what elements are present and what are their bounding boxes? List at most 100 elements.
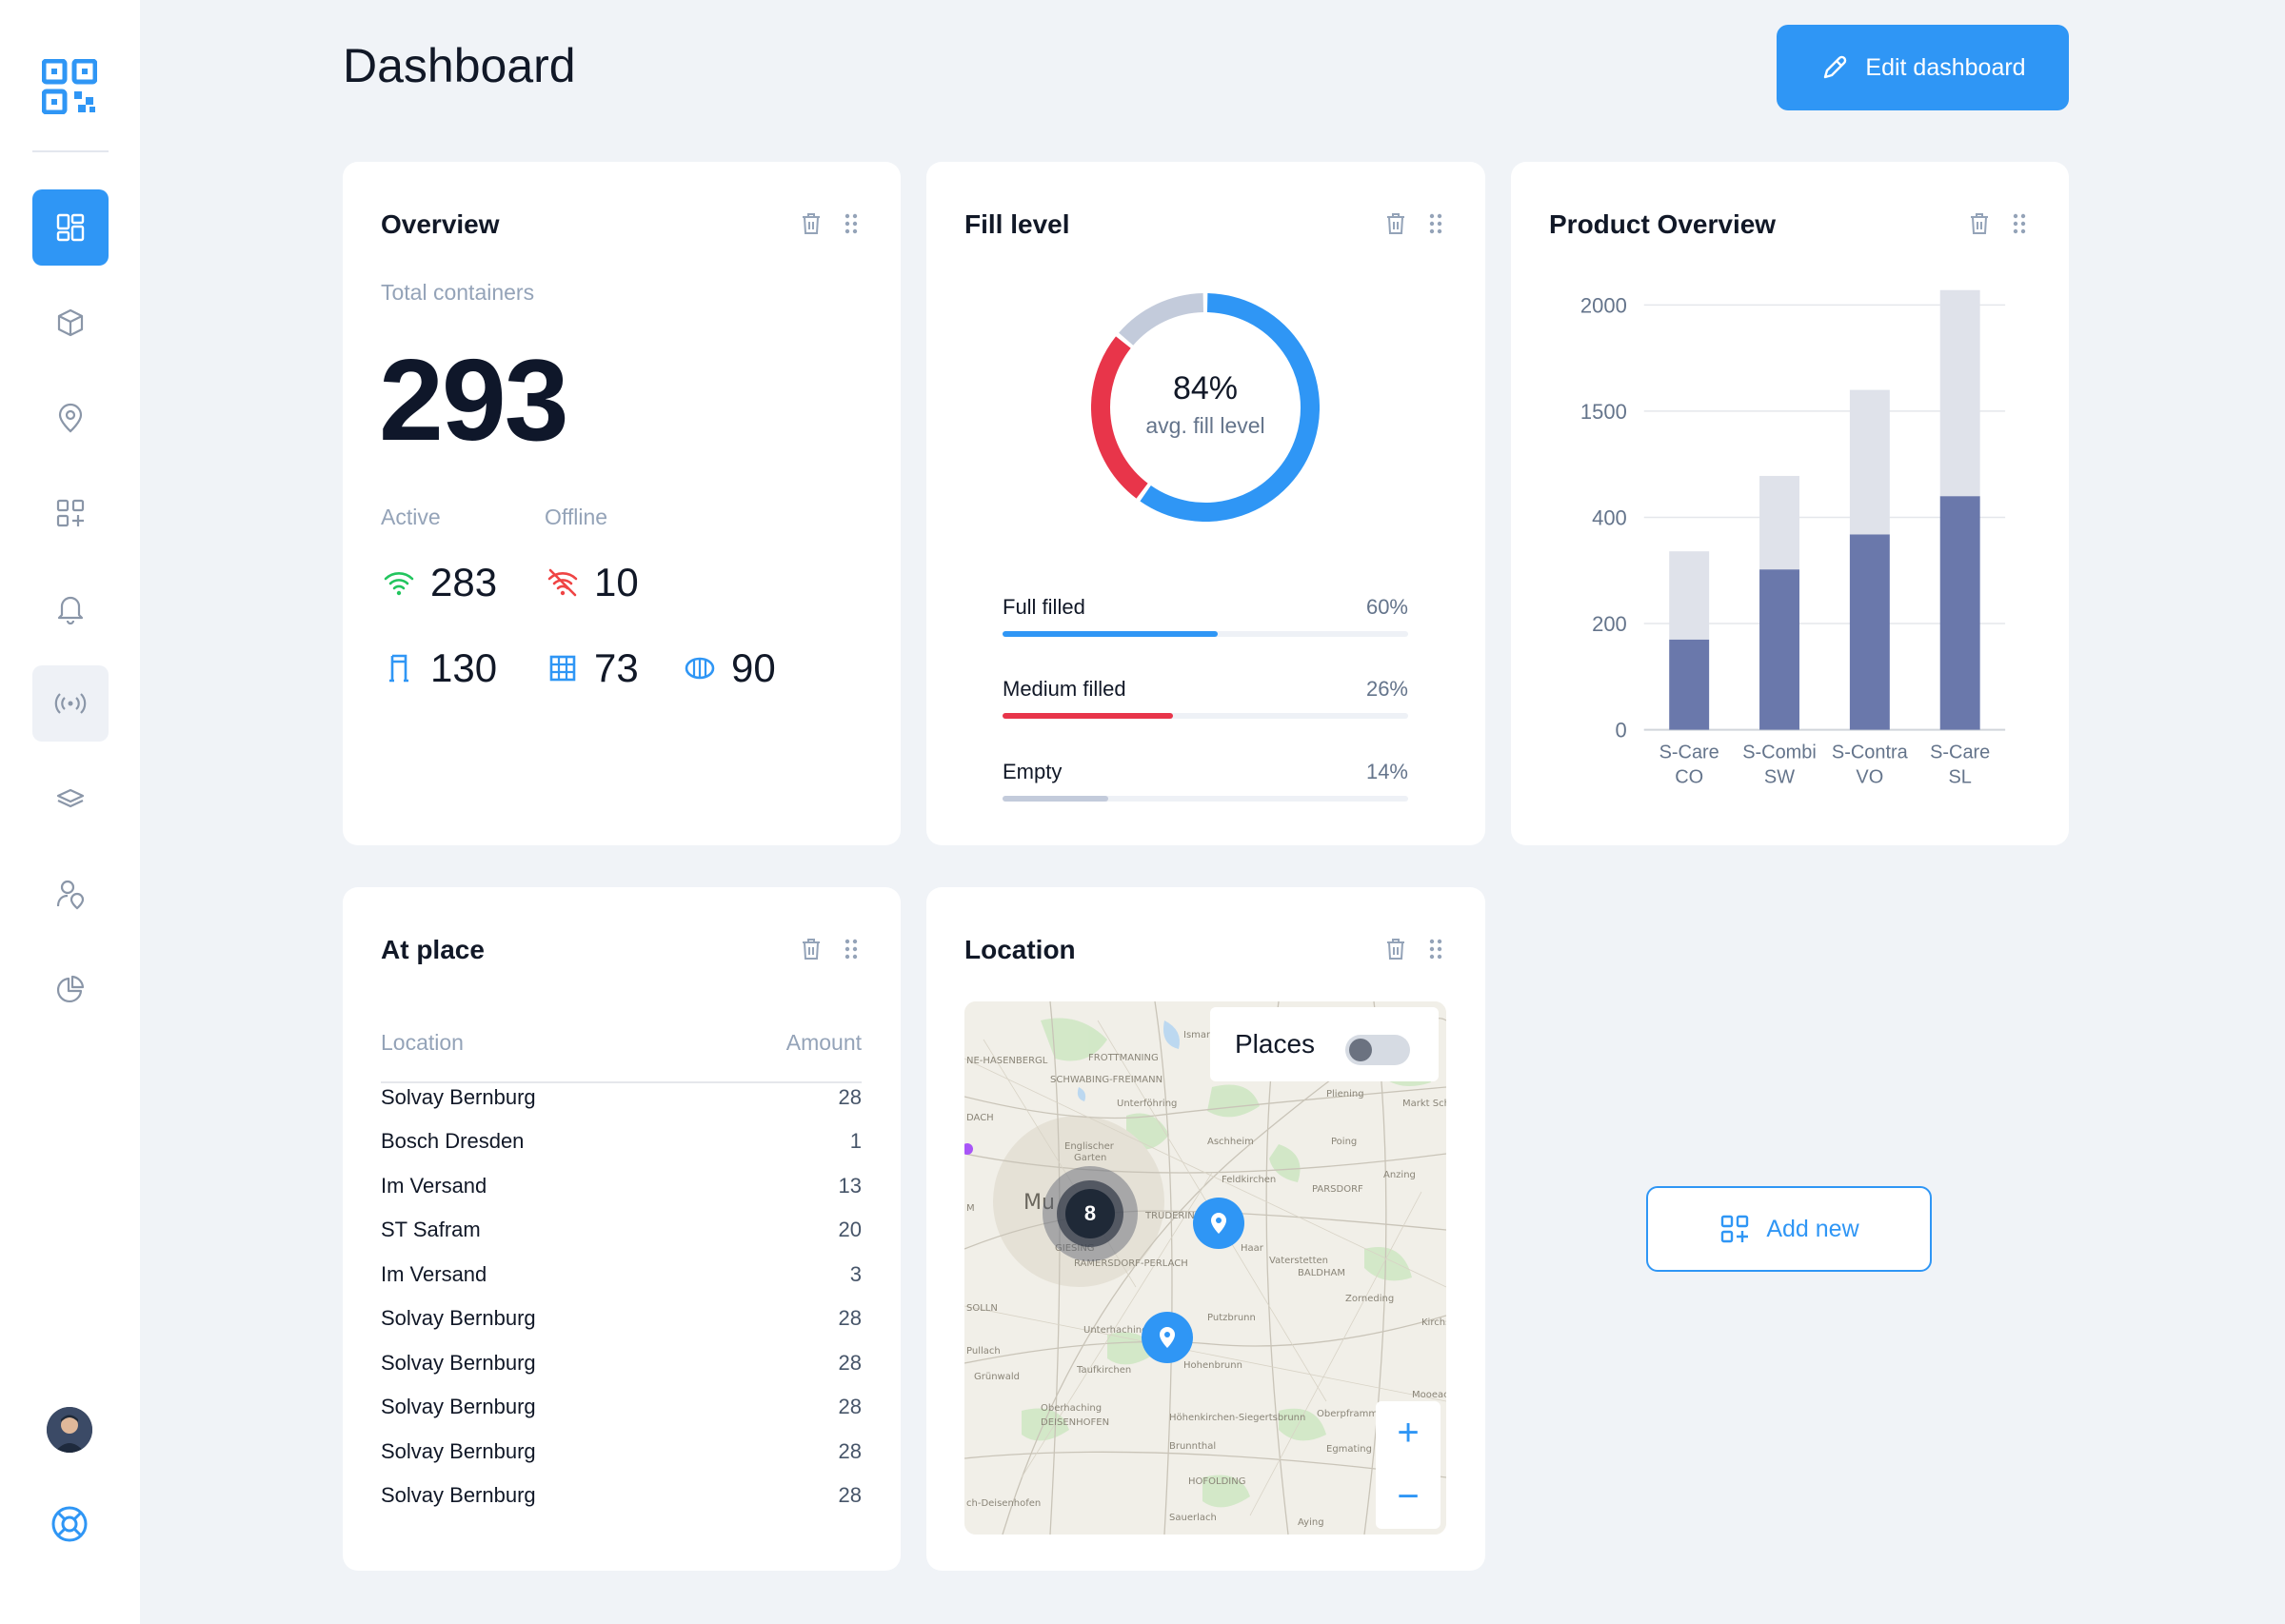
svg-text:BALDHAM: BALDHAM <box>1298 1268 1345 1278</box>
table-row[interactable]: ST Safram 20 <box>381 1218 862 1261</box>
fill-level-title: Fill level <box>964 209 1070 239</box>
fill-row-track <box>1003 796 1408 802</box>
bar-segment[interactable] <box>1759 569 1799 730</box>
svg-text:Haar: Haar <box>1241 1243 1264 1254</box>
table-row[interactable]: Solvay Bernburg 28 <box>381 1395 862 1438</box>
user-avatar[interactable] <box>47 1407 92 1453</box>
type2-stat: 73 <box>545 645 639 691</box>
row-amount: 1 <box>849 1129 862 1153</box>
trash-icon[interactable] <box>1968 211 1991 236</box>
dashboard-icon <box>56 213 85 242</box>
type3-stat: 90 <box>682 645 776 691</box>
table-row[interactable]: Solvay Bernburg 28 <box>381 1351 862 1395</box>
fill-row-bar <box>1003 631 1218 637</box>
map-cluster-marker[interactable]: 8 <box>1043 1166 1138 1261</box>
bar-segment[interactable] <box>1759 475 1799 570</box>
column-location[interactable]: Location <box>381 1030 464 1055</box>
svg-text:SOLLN: SOLLN <box>966 1303 998 1314</box>
total-containers-value: 293 <box>379 335 569 465</box>
svg-text:Poing: Poing <box>1331 1137 1357 1147</box>
svg-text:Aying: Aying <box>1298 1517 1324 1528</box>
help-lifebuoy-icon[interactable] <box>50 1504 89 1544</box>
total-containers-label: Total containers <box>381 280 535 305</box>
drag-handle-icon[interactable] <box>840 211 863 236</box>
table-row[interactable]: Solvay Bernburg 28 <box>381 1439 862 1483</box>
bar-segment[interactable] <box>1849 389 1890 535</box>
trash-icon[interactable] <box>800 937 823 961</box>
svg-text:Mooeac: Mooeac <box>1412 1390 1446 1400</box>
svg-text:Unterföhring: Unterföhring <box>1117 1099 1177 1109</box>
svg-text:Oberhaching: Oberhaching <box>1041 1403 1102 1414</box>
table-row[interactable]: Solvay Bernburg 28 <box>381 1306 862 1350</box>
nav-sensors[interactable] <box>32 665 109 742</box>
table-row[interactable]: Solvay Bernburg 28 <box>381 1483 862 1527</box>
table-row[interactable]: Im Versand 3 <box>381 1262 862 1306</box>
map-pin-marker[interactable] <box>1193 1198 1244 1249</box>
drag-handle-icon[interactable] <box>840 937 863 961</box>
add-new-widget-button[interactable]: Add new <box>1646 1186 1932 1272</box>
svg-text:M: M <box>966 1203 975 1214</box>
type1-value: 130 <box>430 645 498 690</box>
drag-handle-icon[interactable] <box>1424 211 1447 236</box>
nav-locations[interactable] <box>32 380 109 456</box>
row-amount: 28 <box>838 1351 862 1375</box>
places-label: Places <box>1235 1029 1316 1059</box>
zoom-out-button[interactable]: − <box>1376 1465 1441 1529</box>
bar-segment[interactable] <box>1849 534 1890 730</box>
svg-text:Oberpframmern: Oberpframmern <box>1317 1409 1394 1419</box>
bar-segment[interactable] <box>1939 289 1980 497</box>
x-tick-label: S-Care <box>1659 743 1719 763</box>
type1-stat: 130 <box>381 645 497 691</box>
nav-notifications[interactable] <box>32 570 109 646</box>
bar-segment[interactable] <box>1669 639 1710 730</box>
y-tick-label: 0 <box>1616 719 1627 743</box>
nav-reports[interactable] <box>32 951 109 1027</box>
nav-dashboard[interactable] <box>32 189 109 266</box>
row-amount: 28 <box>838 1306 862 1330</box>
svg-text:DEISENHOFEN: DEISENHOFEN <box>1041 1417 1109 1428</box>
table-row[interactable]: Bosch Dresden 1 <box>381 1129 862 1173</box>
table-row[interactable]: Im Versand 13 <box>381 1174 862 1218</box>
avg-fill-percent: 84% <box>1172 370 1239 406</box>
y-tick-label: 1500 <box>1580 400 1627 424</box>
bar-segment[interactable] <box>1669 551 1710 640</box>
places-toggle[interactable] <box>1345 1035 1410 1065</box>
x-tick-label: S-Contra <box>1832 743 1909 763</box>
row-location: Solvay Bernburg <box>381 1085 536 1109</box>
card-actions <box>1968 211 2031 236</box>
drag-handle-icon[interactable] <box>2008 211 2031 236</box>
donut-segment-1 <box>1091 336 1148 499</box>
nav-layers[interactable] <box>32 761 109 837</box>
donut-center: 84% avg. fill level <box>1091 293 1320 522</box>
drag-handle-icon[interactable] <box>1424 937 1447 961</box>
row-amount: 13 <box>838 1174 862 1198</box>
table-row[interactable]: Solvay Bernburg 28 <box>381 1085 862 1129</box>
row-amount: 28 <box>838 1085 862 1109</box>
svg-text:ch-Deisenhofen: ch-Deisenhofen <box>966 1498 1041 1509</box>
svg-text:Taufkirchen: Taufkirchen <box>1076 1365 1131 1376</box>
nav-widgets[interactable] <box>32 475 109 551</box>
location-title: Location <box>964 935 1076 964</box>
nav-containers[interactable] <box>32 285 109 361</box>
svg-text:Putzbrunn: Putzbrunn <box>1207 1313 1256 1323</box>
zoom-in-button[interactable]: + <box>1376 1401 1441 1465</box>
type2-value: 73 <box>594 645 639 690</box>
map-pin-marker[interactable] <box>1142 1312 1193 1363</box>
row-location: Bosch Dresden <box>381 1129 525 1153</box>
pie-chart-icon <box>56 975 85 1003</box>
bar-segment[interactable] <box>1939 496 1980 730</box>
column-amount[interactable]: Amount <box>785 1030 862 1055</box>
nav-users[interactable] <box>32 856 109 932</box>
row-location: Im Versand <box>381 1262 487 1286</box>
page-title: Dashboard <box>343 39 576 92</box>
trash-icon[interactable] <box>1384 211 1407 236</box>
trash-icon[interactable] <box>1384 937 1407 961</box>
location-map[interactable]: FROTTMANING SCHWABING-FREIMANN NE-HASENB… <box>964 1001 1446 1535</box>
edit-dashboard-button[interactable]: Edit dashboard <box>1777 25 2069 110</box>
avg-fill-label: avg. fill level <box>1145 413 1265 438</box>
map-zoom-controls: + − <box>1376 1401 1441 1529</box>
qr-logo-icon[interactable] <box>41 58 98 115</box>
cluster-ring: 8 <box>1057 1180 1123 1247</box>
active-value: 283 <box>430 560 498 604</box>
trash-icon[interactable] <box>800 211 823 236</box>
